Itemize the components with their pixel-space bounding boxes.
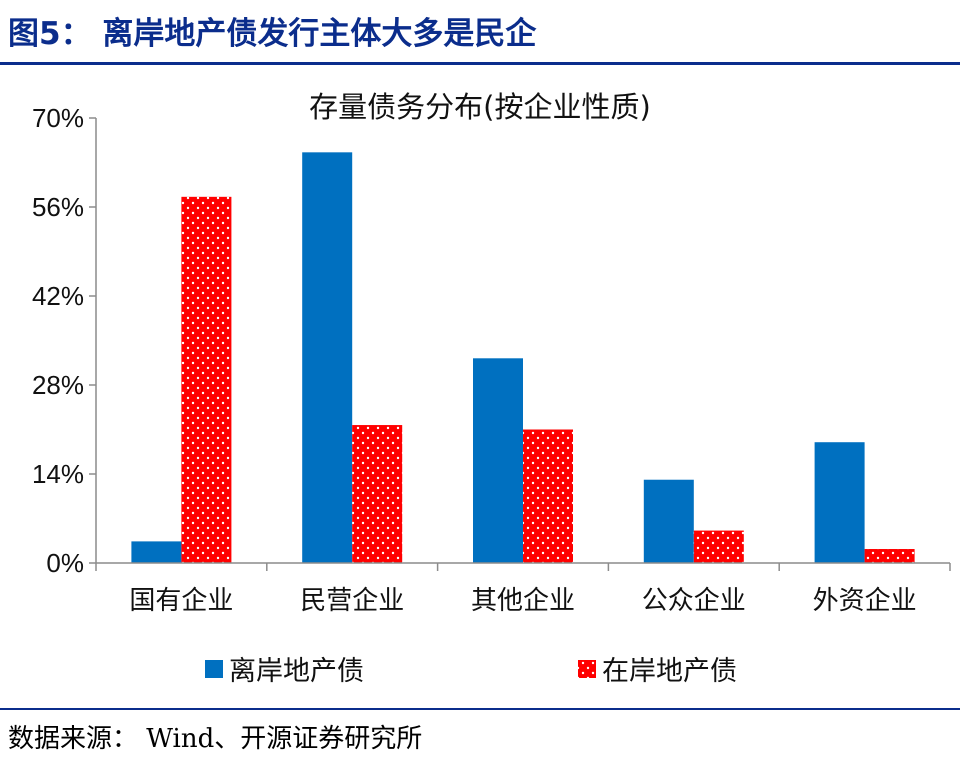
y-tick-label: 70% — [32, 103, 84, 133]
bar-series-1 — [302, 152, 353, 564]
bar-series-2 — [181, 196, 232, 564]
legend-swatch-series-1 — [205, 660, 223, 678]
title-divider — [0, 62, 960, 65]
bar-series-1 — [643, 479, 694, 563]
y-tick-label: 42% — [32, 281, 84, 311]
legend-label-series-1: 离岸地产债 — [229, 656, 364, 687]
y-tick-label: 56% — [32, 192, 84, 222]
legend-label-series-2: 在岸地产债 — [602, 656, 737, 687]
x-tick-label: 公众企业 — [642, 586, 746, 616]
bar-chart: 存量债务分布(按企业性质) 0% 14% 28% 42% 56% 70% 国有企业 民营企业… — [32, 90, 951, 687]
x-tick-label: 外资企业 — [813, 586, 917, 616]
x-tick-label: 国有企业 — [129, 586, 233, 616]
y-tick-label: 14% — [32, 459, 84, 489]
source-divider — [0, 708, 960, 710]
bar-series-2 — [352, 425, 403, 563]
bar-series-2 — [693, 530, 744, 563]
bar-series-2 — [523, 429, 573, 563]
x-tick-label: 其他企业 — [471, 586, 575, 616]
bar-series-1 — [131, 541, 182, 563]
bar-series-2 — [864, 549, 915, 563]
bar-series-1 — [473, 358, 523, 563]
y-tick-label: 0% — [46, 548, 84, 578]
source-note: 数据来源： Wind、开源证券研究所 — [8, 724, 423, 754]
y-tick-label: 28% — [32, 370, 84, 400]
figure-title: 图5： 离岸地产债发行主体大多是民企 — [8, 16, 537, 52]
x-tick-label: 民营企业 — [300, 586, 404, 616]
bar-series-1 — [814, 442, 865, 563]
chart-title: 存量债务分布(按企业性质) — [309, 90, 651, 124]
legend-swatch-series-2 — [578, 660, 596, 678]
